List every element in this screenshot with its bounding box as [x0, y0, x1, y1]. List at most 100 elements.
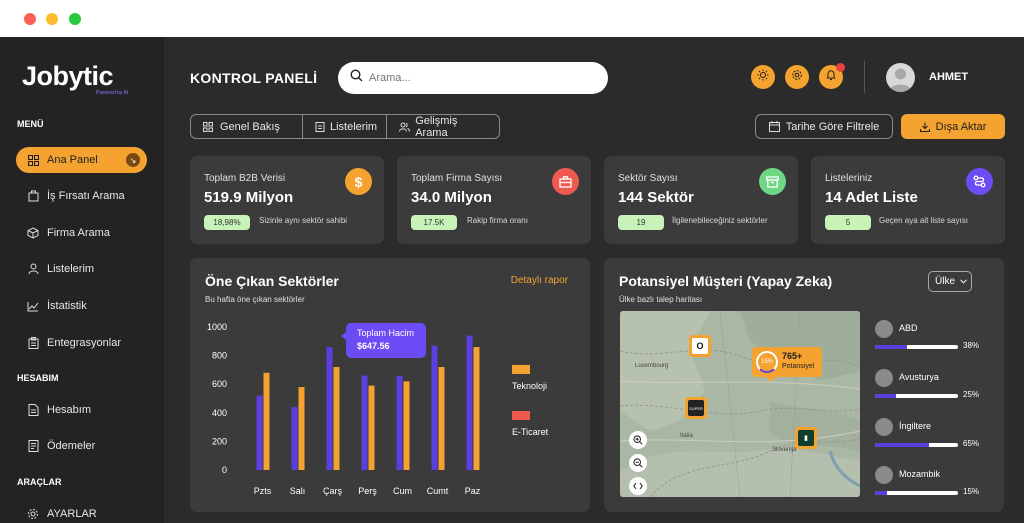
y-tick-label: 800 [212, 351, 227, 361]
sidebar-item-label: Ana Panel [47, 154, 98, 166]
y-tick-label: 600 [212, 379, 227, 389]
sidebar-item-ayarlar[interactable]: AYARLAR [26, 501, 148, 523]
flag-icon [875, 466, 893, 484]
stat-chip: 5 [825, 215, 871, 230]
notifications-button[interactable] [819, 63, 845, 89]
zoom-out-button[interactable] [629, 454, 647, 472]
bar-eticaret[interactable] [396, 375, 403, 470]
sidebar-item-label: Ödemeler [47, 440, 96, 452]
stat-card-sektor[interactable]: Sektör Sayısı 144 Sektör 19 İlgilenebile… [604, 156, 798, 244]
bar-eticaret[interactable] [256, 395, 263, 470]
country-progress [875, 345, 958, 349]
map-code-button[interactable] [629, 477, 647, 495]
flag-icon [875, 320, 893, 338]
potential-callout[interactable]: 15% 765+ Potansiyel [752, 347, 822, 382]
clipboard-icon [315, 121, 325, 133]
bar-teknoloji[interactable] [333, 367, 340, 470]
sidebar-item-hesabim[interactable]: Hesabım [26, 397, 148, 423]
dropdown-value: Ülke [935, 276, 956, 287]
sidebar-item-label: Entegrasyonlar [47, 337, 121, 349]
close-window-button[interactable] [24, 13, 36, 25]
stat-card-b2b[interactable]: Toplam B2B Verisi 519.9 Milyon 18,98% Si… [190, 156, 384, 244]
x-tick-label: Cum [393, 486, 412, 496]
sectors-panel: Öne Çıkan Sektörler Bu hafta öne çıkan s… [190, 258, 590, 512]
flag-icon [875, 369, 893, 387]
date-filter-button[interactable]: Tarihe Göre Filtrele [755, 114, 893, 139]
detailed-report-link[interactable]: Detaylı rapor [510, 275, 568, 286]
country-dropdown[interactable]: Ülke [928, 271, 972, 292]
sidebar-item-is-firsati-arama[interactable]: İş Fırsatı Arama [26, 183, 148, 209]
theme-toggle-button[interactable] [751, 65, 775, 89]
minimize-window-button[interactable] [46, 13, 58, 25]
panel-subtitle: Ülke bazlı talep haritası [619, 295, 703, 304]
username[interactable]: AHMET [929, 71, 969, 83]
sidebar-item-ana-panel[interactable]: Ana Panel ↘ [16, 147, 147, 173]
bar-teknoloji[interactable] [368, 385, 375, 470]
page-title: KONTROL PANELİ [190, 70, 318, 86]
bar-teknoloji[interactable] [438, 367, 445, 470]
stat-label: Toplam Firma Sayısı [411, 173, 503, 184]
panel-subtitle: Bu hafta öne çıkan sektörler [205, 295, 305, 304]
sidebar-item-label: AYARLAR [47, 508, 97, 520]
bar-teknoloji[interactable] [403, 381, 410, 470]
tab-genel-bakis[interactable]: Genel Bakış [191, 115, 303, 138]
bar-eticaret[interactable] [291, 407, 298, 470]
stat-chip: 18,98% [204, 215, 250, 230]
sidebar-item-label: Listelerim [47, 263, 95, 275]
map-pin[interactable]: O [689, 335, 711, 357]
tab-label: Genel Bakış [220, 120, 280, 133]
country-name: Avusturya [899, 372, 939, 382]
export-button[interactable]: Dışa Aktar [901, 114, 1005, 139]
stat-value: 34.0 Milyon [411, 189, 492, 206]
stat-value: 519.9 Milyon [204, 189, 294, 206]
sidebar-item-entegrasyonlar[interactable]: Entegrasyonlar [26, 330, 148, 356]
dashboard-app: Jobytic Powered by AI MENÜ Ana Panel ↘ İ… [0, 37, 1024, 523]
users-icon [399, 121, 410, 133]
user-icon [26, 262, 40, 276]
country-name: ABD [899, 323, 918, 333]
demand-map[interactable]: Luxembourg Slovenija Italia O SUPER ▮ 15… [620, 311, 860, 497]
sidebar-item-label: Firma Arama [47, 227, 110, 239]
zoom-in-button[interactable] [629, 431, 647, 449]
search-icon [350, 69, 363, 87]
stat-value: 144 Sektör [618, 189, 694, 206]
map-pin[interactable]: SUPER [685, 397, 707, 419]
search-bar[interactable] [338, 62, 608, 94]
bar-eticaret[interactable] [361, 375, 368, 470]
bar-eticaret[interactable] [431, 345, 438, 470]
tab-gelismis-arama[interactable]: Gelişmiş Arama [387, 115, 499, 138]
brand-logo[interactable]: Jobytic [22, 61, 114, 91]
y-tick-label: 0 [222, 465, 227, 475]
sidebar-item-odemeler[interactable]: Ödemeler [26, 433, 148, 459]
x-tick-label: Perş [358, 486, 377, 496]
sectors-bar-chart: 1000 800 600 400 200 0 Pzts Salı Çarş Perş Cum Cumt… [207, 322, 549, 496]
bar-teknoloji[interactable] [263, 372, 270, 470]
chevron-down-icon [960, 279, 967, 284]
sidebar-item-firma-arama[interactable]: Firma Arama [26, 220, 148, 246]
map-background [620, 311, 860, 497]
stat-card-firma[interactable]: Toplam Firma Sayısı 34.0 Milyon 17.5K Ra… [397, 156, 591, 244]
avatar[interactable] [886, 63, 915, 92]
bar-teknoloji[interactable] [473, 347, 480, 470]
stat-value: 14 Adet Liste [825, 189, 918, 206]
grid-icon [203, 121, 215, 133]
calendar-icon [768, 121, 780, 132]
stat-card-listeler[interactable]: Listeleriniz 14 Adet Liste 5 Geçen aya a… [811, 156, 1005, 244]
sidebar-item-istatistik[interactable]: İstatistik [26, 293, 148, 319]
country-percent: 15% [963, 487, 980, 496]
stat-note: Geçen aya ait liste sayısı [879, 216, 968, 225]
search-input[interactable] [369, 72, 589, 84]
sidebar-item-listelerim[interactable]: Listelerim [26, 256, 148, 282]
bar-teknoloji[interactable] [298, 387, 305, 470]
chart-line-icon [26, 299, 40, 313]
settings-button[interactable] [785, 65, 809, 89]
tooltip-title: Toplam Hacim [357, 328, 415, 338]
tab-listelerim[interactable]: Listelerim [303, 115, 387, 138]
bar-eticaret[interactable] [466, 335, 473, 470]
bar-eticaret[interactable] [326, 347, 333, 470]
maximize-window-button[interactable] [69, 13, 81, 25]
sidebar-section-menu: MENÜ [17, 119, 44, 129]
y-tick-label: 400 [212, 408, 227, 418]
country-percent: 65% [963, 439, 980, 448]
map-pin[interactable]: ▮ [795, 427, 817, 449]
